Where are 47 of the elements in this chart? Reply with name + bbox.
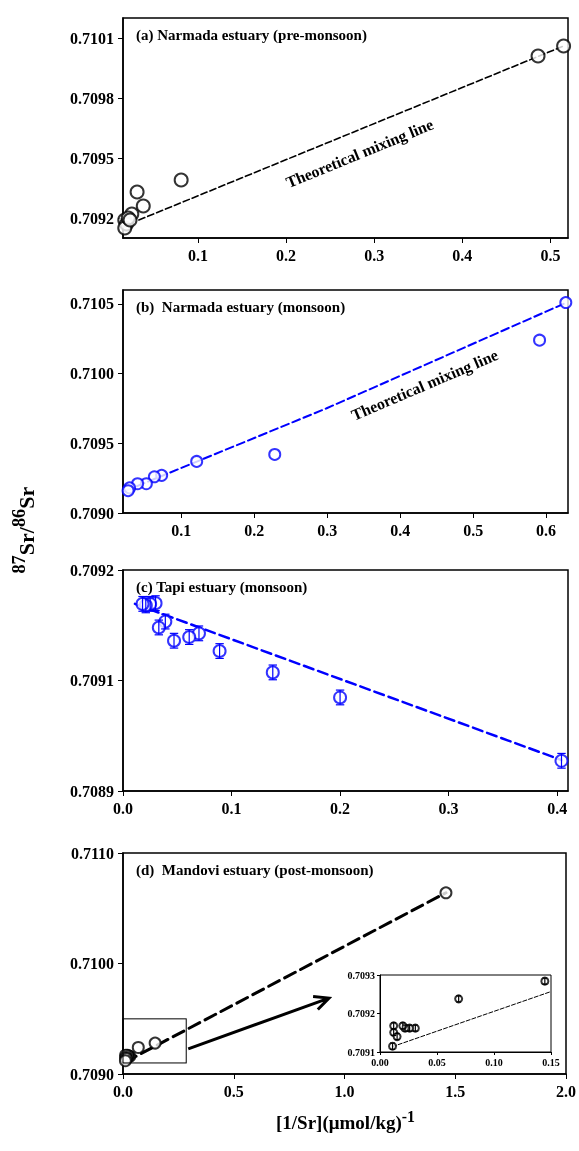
x-tick-label: 0.4 <box>547 799 568 817</box>
x-tick-label: 0.05 <box>428 1056 446 1068</box>
y-tick-label: 0.7098 <box>70 89 114 107</box>
x-tick-label: 0.4 <box>390 521 411 539</box>
x-tick-label: 0.3 <box>364 246 385 264</box>
x-tick-label: 0.2 <box>244 521 265 539</box>
x-tick-label: 0.5 <box>540 246 561 264</box>
y-tick-label: 0.7089 <box>70 782 114 800</box>
y-tick-label: 0.7091 <box>347 1046 375 1058</box>
x-tick-label: 0.2 <box>276 246 297 264</box>
x-tick-label: 0.15 <box>542 1056 560 1068</box>
x-tick-label: 0.2 <box>330 799 351 817</box>
y-tick-label: 0.7095 <box>70 434 114 452</box>
y-tick-label: 0.7100 <box>70 365 114 383</box>
x-tick-label: 0.1 <box>221 799 242 817</box>
x-tick-label: 0.3 <box>438 799 459 817</box>
x-tick-label: 0.1 <box>187 246 208 264</box>
x-tick-label: 0.3 <box>317 521 338 539</box>
y-tick-label: 0.7090 <box>70 504 114 522</box>
x-tick-label: 1.5 <box>445 1082 466 1100</box>
y-tick-label: 0.7095 <box>70 149 114 167</box>
x-tick-label: 0.10 <box>485 1056 503 1068</box>
y-tick-label: 0.7100 <box>70 955 114 972</box>
x-tick-label: 0.00 <box>371 1056 389 1068</box>
y-tick-label: 0.7091 <box>70 672 114 689</box>
x-tick-label: 1.0 <box>334 1082 355 1100</box>
x-tick-label: 0.6 <box>536 521 557 539</box>
text: (a) Narmada estuary (pre-monsoon) <box>136 26 367 44</box>
x-tick-label: 0.4 <box>452 246 473 264</box>
y-tick-label: 0.7092 <box>70 209 114 227</box>
y-tick-label: 0.7110 <box>70 844 114 862</box>
y-tick-label: 0.7105 <box>70 295 114 313</box>
y-tick-label: 0.7090 <box>70 1065 114 1083</box>
text: (b) Narmada estuary (monsoon) <box>136 298 346 316</box>
x-axis-title: [1/Sr](μmol/kg)$^{-1}$ <box>276 1108 415 1135</box>
x-tick-label: 0.5 <box>223 1082 244 1100</box>
x-tick-label: 0.0 <box>113 1082 133 1100</box>
x-tick-label: 0.5 <box>463 521 484 539</box>
y-tick-label: 0.7101 <box>70 29 114 47</box>
x-tick-label: 0.1 <box>171 521 192 539</box>
text: (d) Mandovi estuary (post-monsoon) <box>136 861 374 879</box>
y-tick-label: 0.7092 <box>70 561 114 579</box>
text: (c) Tapi estuary (monsoon) <box>136 578 308 596</box>
x-tick-label: 0.0 <box>113 799 133 817</box>
y-tick-label: 0.7092 <box>347 1008 375 1019</box>
x-tick-label: 2.0 <box>556 1082 576 1100</box>
y-tick-label: 0.7093 <box>347 969 375 981</box>
